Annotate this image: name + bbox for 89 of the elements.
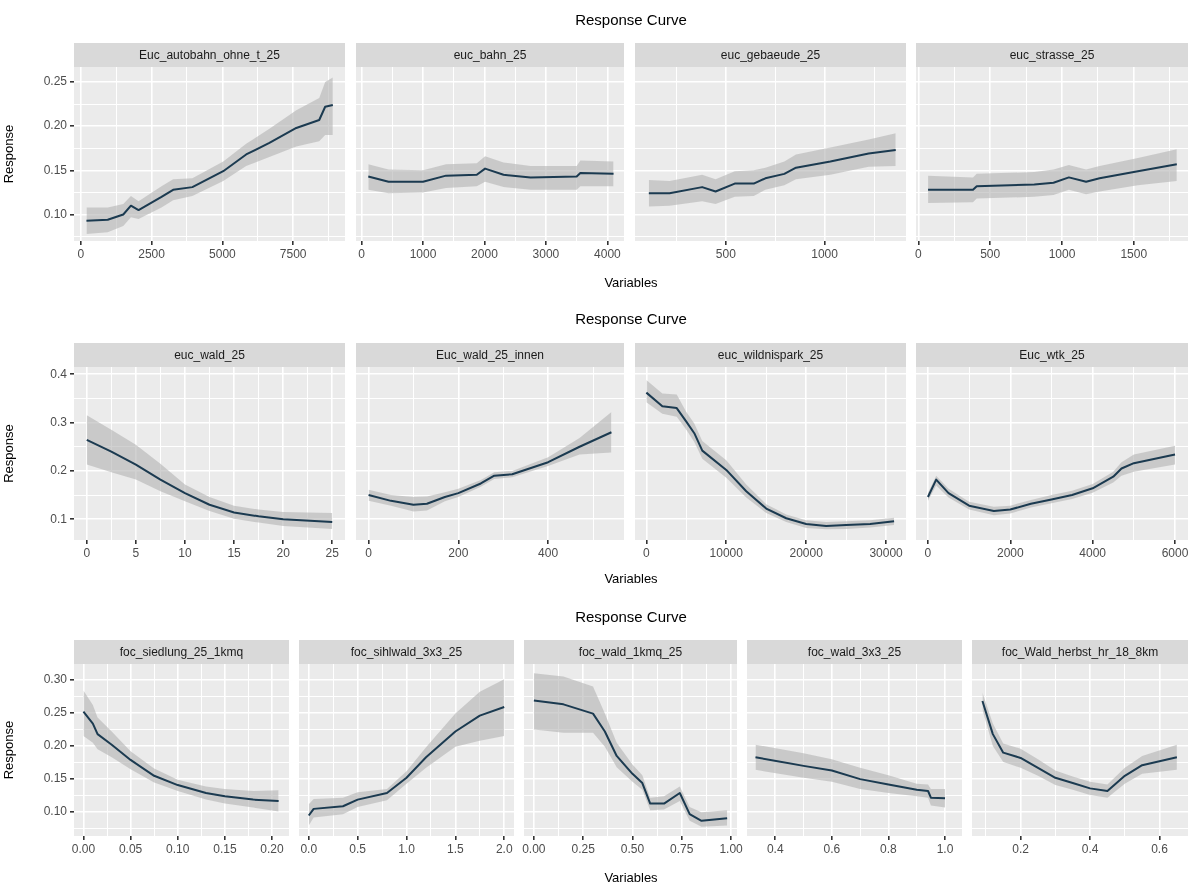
x-tick-label: 1.0 [398, 841, 416, 856]
text: Response Curve [574, 11, 688, 28]
x-tick-label: 10 [178, 545, 192, 560]
y-tick-label: 0.20 [43, 738, 68, 753]
y-tick-label: 0.20 [43, 118, 68, 133]
chart-title: euc_bahn_25 [356, 43, 624, 67]
text: Response Curve [574, 310, 688, 327]
x-tick-label: 20 [276, 545, 291, 560]
y-tick-label: 0.3 [50, 414, 68, 429]
y-tick-label: 0.10 [43, 206, 68, 221]
x-tick-label: 0.4 [766, 841, 784, 856]
chart-title: Euc_wald_25_innen [356, 343, 624, 367]
chart-title: foc_sihlwald_3x3_25 [299, 640, 514, 664]
x-tick-label: 0.25 [571, 841, 596, 856]
x-tick-label: 2.0 [495, 841, 513, 856]
chart-title: euc_strasse_25 [916, 43, 1188, 67]
x-tick-label: 0.2 [1012, 841, 1030, 856]
y-tick-label: 0.15 [43, 771, 68, 786]
y-tick-label: 0.15 [43, 162, 68, 177]
chart-title: Euc_wtk_25 [916, 343, 1188, 367]
chart-title: euc_gebaeude_25 [635, 43, 906, 67]
x-tick-label: 5000 [209, 246, 237, 261]
x-tick-label: 1000 [1048, 246, 1076, 261]
x-axis-title: Variables [603, 571, 659, 586]
chart-title: foc_siedlung_25_1kmq [74, 640, 289, 664]
y-axis-title: Response [1, 720, 17, 780]
x-tick-label: 0.5 [349, 841, 367, 856]
x-tick-label: 3000 [532, 246, 560, 261]
x-tick-label: 6000 [1161, 545, 1189, 560]
y-tick-label: 0.2 [50, 463, 68, 478]
x-tick-label: 20000 [789, 545, 824, 560]
x-tick-label: 0 [915, 246, 923, 261]
chart-title: euc_wildnispark_25 [635, 343, 906, 367]
x-tick-label: 0 [643, 545, 650, 560]
x-axis-title: Variables [603, 275, 659, 290]
x-tick-label: 500 [715, 246, 737, 261]
x-tick-label: 400 [538, 545, 559, 560]
x-tick-label: 2000 [471, 246, 499, 261]
x-tick-label: 0.75 [670, 841, 694, 856]
x-tick-label: 0.50 [620, 841, 645, 856]
x-tick-label: 0.15 [213, 841, 237, 856]
x-tick-label: 10000 [709, 545, 744, 560]
x-tick-label: 0.00 [71, 841, 96, 856]
x-tick-label: 1.0 [936, 841, 954, 856]
chart-title: foc_wald_3x3_25 [747, 640, 962, 664]
x-tick-label: 15 [227, 545, 242, 560]
x-tick-label: 0.00 [522, 841, 546, 856]
x-tick-label: 0 [365, 545, 373, 560]
text: Response Curve [574, 608, 688, 625]
x-tick-label: 500 [980, 246, 1001, 261]
x-tick-label: 0.4 [1081, 841, 1099, 856]
y-tick-label: 0.25 [43, 74, 68, 89]
x-tick-label: 0 [358, 246, 366, 261]
x-tick-label: 0.8 [880, 841, 898, 856]
x-tick-label: 0.20 [260, 841, 285, 856]
y-tick-label: 0.1 [50, 511, 68, 526]
chart-title: foc_Wald_herbst_hr_18_8km [972, 640, 1188, 664]
x-tick-label: 30000 [869, 545, 904, 560]
x-tick-label: 1.5 [447, 841, 465, 856]
chart-title: foc_wald_1kmq_25 [524, 640, 737, 664]
x-tick-label: 2500 [138, 246, 166, 261]
x-tick-label: 1500 [1120, 246, 1148, 261]
x-tick-label: 0 [924, 545, 932, 560]
x-tick-label: 0.05 [118, 841, 143, 856]
x-tick-label: 4000 [594, 246, 622, 261]
chart-title: euc_wald_25 [74, 343, 345, 367]
x-tick-label: 0.0 [300, 841, 318, 856]
x-tick-label: 1000 [811, 246, 839, 261]
x-tick-label: 0 [83, 545, 91, 560]
x-tick-label: 25 [325, 545, 340, 560]
y-axis-title: Response [1, 124, 17, 184]
x-tick-label: 4000 [1079, 545, 1107, 560]
y-axis-title: Response [1, 424, 17, 483]
y-tick-label: 0.10 [43, 804, 68, 819]
x-tick-label: 0.10 [166, 841, 190, 856]
chart-title: Euc_autobahn_ohne_t_25 [74, 43, 345, 67]
y-tick-label: 0.25 [43, 705, 68, 720]
x-tick-label: 1000 [409, 246, 437, 261]
y-tick-label: 0.4 [50, 366, 68, 381]
x-tick-label: 2000 [996, 545, 1024, 560]
x-tick-label: 1.00 [719, 841, 744, 856]
y-tick-label: 0.30 [43, 672, 68, 687]
x-tick-label: 200 [448, 545, 469, 560]
x-tick-label: 0.6 [1151, 841, 1169, 856]
x-tick-label: 0 [77, 246, 85, 261]
x-tick-label: 5 [132, 545, 140, 560]
x-axis-title: Variables [603, 870, 659, 885]
x-tick-label: 0.6 [823, 841, 841, 856]
x-tick-label: 7500 [279, 246, 307, 261]
